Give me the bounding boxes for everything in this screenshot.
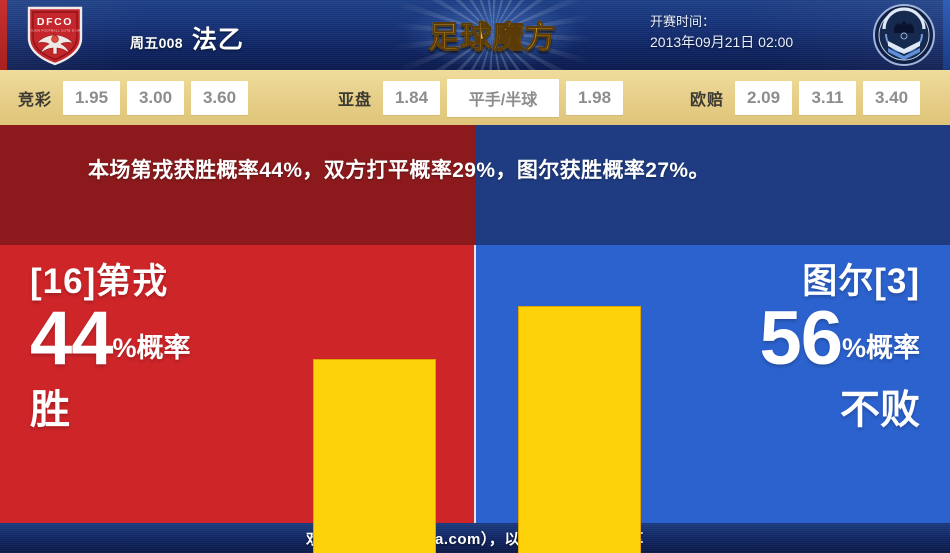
home-team-name: [16]第戎 [30, 262, 169, 301]
odds-cell[interactable]: 2.09 [735, 80, 793, 115]
home-percent-value: 44 [30, 295, 114, 381]
home-outcome-label: 胜 [30, 387, 70, 432]
brand-logo-text: 足球魔方 [428, 12, 557, 57]
away-percent-value: 56 [759, 295, 843, 381]
away-percent-suffix: %概率 [841, 332, 920, 363]
odds-cell[interactable]: 3.00 [127, 80, 185, 115]
away-outcome-label: 不败 [840, 387, 920, 432]
away-club-crest-icon [872, 3, 936, 67]
odds-cell[interactable]: 3.40 [863, 80, 921, 115]
headline-band-left-half [0, 125, 475, 245]
svg-text:DIJON FOOTBALL COTE D'OR: DIJON FOOTBALL COTE D'OR [29, 29, 81, 33]
odds-cell[interactable]: 3.60 [191, 80, 249, 115]
home-panel-text: [16]第戎 44 %概率 胜 [30, 263, 191, 431]
kickoff-label: 开赛时间： [650, 14, 716, 29]
away-panel-text: 图尔[3] 56 %概率 不败 [759, 263, 920, 431]
home-percent-row: 44 %概率 [30, 295, 191, 381]
kickoff-info: 开赛时间： 2013年09月21日 02:00 [650, 12, 793, 54]
away-probability-bar [518, 306, 641, 553]
header-bar: DFCO DIJON FOOTBALL COTE D'OR 周五008 法乙 足… [0, 0, 950, 70]
odds-group-label: 欧赔 [690, 91, 725, 109]
league-name-label: 法乙 [191, 26, 244, 54]
odds-group-jingcai: 竞彩 1.95 3.00 3.60 [18, 80, 249, 115]
odds-group-label: 亚盘 [338, 91, 373, 109]
brand-glow-decoration [391, 0, 594, 70]
home-club-crest-icon: DFCO DIJON FOOTBALL COTE D'OR [24, 4, 86, 66]
odds-cell-handicap[interactable]: 平手/半球 [447, 78, 560, 117]
odds-cell[interactable]: 1.95 [63, 80, 121, 115]
header-left-accent [0, 0, 7, 70]
odds-group-label: 竞彩 [18, 91, 53, 109]
panel-divider [474, 245, 476, 523]
odds-cell[interactable]: 3.11 [799, 80, 857, 115]
kickoff-datetime: 2013年09月21日 02:00 [650, 34, 794, 51]
odds-group-yapan: 亚盘 1.84 平手/半球 1.98 [338, 78, 624, 117]
brand-logo: 足球魔方 [391, 0, 594, 70]
home-probability-bar [313, 359, 436, 553]
odds-group-oupei: 欧赔 2.09 3.11 3.40 [690, 80, 921, 115]
svg-text:DFCO: DFCO [37, 16, 73, 28]
home-percent-suffix: %概率 [112, 332, 191, 363]
header-right-accent [943, 0, 950, 70]
headline-text: 本场第戎获胜概率44%，双方打平概率29%，图尔获胜概率27%。 [88, 159, 710, 182]
odds-cell[interactable]: 1.98 [566, 80, 624, 115]
away-percent-row: 56 %概率 [759, 295, 920, 381]
footer-bar: 欢呼吧（huanhuba.com），以下情报为会员专享 [0, 523, 950, 553]
odds-cell[interactable]: 1.84 [383, 80, 441, 115]
odds-bar: 竞彩 1.95 3.00 3.60 亚盘 1.84 平手/半球 1.98 欧赔 … [0, 70, 950, 125]
headline-band-right-half [475, 125, 950, 245]
match-round-label: 周五008 [130, 35, 183, 51]
match-title-group: 周五008 法乙 [130, 20, 244, 56]
headline-band [0, 125, 950, 245]
away-team-name: 图尔[3] [802, 262, 920, 301]
